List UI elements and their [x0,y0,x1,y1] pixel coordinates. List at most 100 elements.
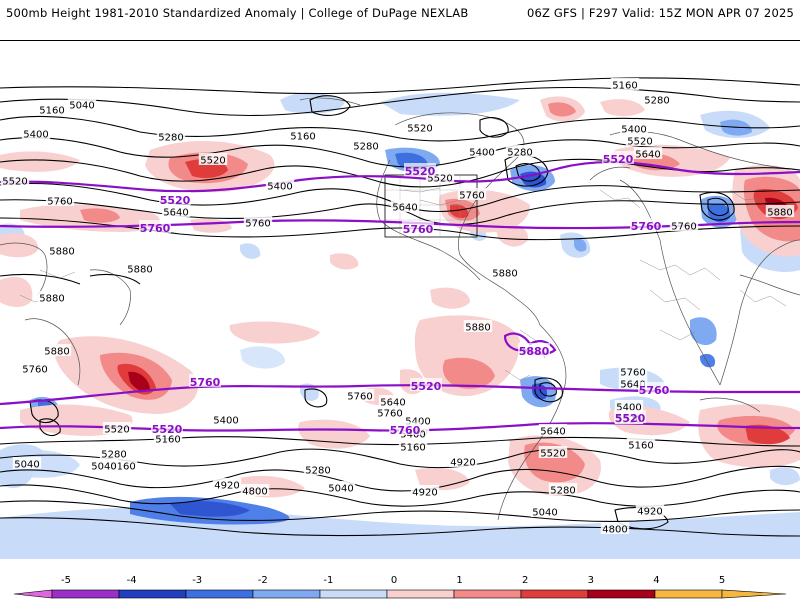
contour-label: 5040 [328,484,353,495]
colorbar-tick-label: 0 [391,575,397,586]
purple-label-layer: 5520 5760 5520 5760 5520 5760 5880 5760 5520 5760… [139,151,670,437]
contour-label-bg [326,481,356,493]
colorbar-tick-label: -4 [127,575,137,586]
contour-label: 5760 [245,219,270,230]
contour-label-bg [102,422,132,434]
contour-label: 4800 [602,525,627,536]
contour-label: 5880 [49,247,74,258]
contour-label: 5040 [14,460,39,471]
contour-label-bg [626,438,656,450]
contour-label: 5520 [540,449,565,460]
contour-label: 5880 [127,265,152,276]
contour-label: 5760 [671,222,696,233]
contour-label: 5520 [627,137,652,148]
contour-label-bg [457,188,487,200]
contour-label-bg [410,485,440,497]
contour-label: 5280 [101,450,126,461]
contour-label-bg [378,395,408,407]
purple-contour-label-bg [402,221,434,234]
contour-label-bg [156,130,186,142]
contour-label: 5760 [377,409,402,420]
purple-contour-label: 5760 [631,220,662,233]
contour-label: 4920 [412,488,437,499]
contour-label: 5880 [492,269,517,280]
colorbar-tick-label: 5 [719,575,725,586]
contour-label-bg [633,147,663,159]
colorbar-legend: -5 -4 -3 -2 -1 0 1 2 3 4 5 [13,575,787,599]
contour-label: 5400 [23,130,48,141]
contour-label: 5040 [532,508,557,519]
contour-label: 5040 [91,462,116,473]
negative-anomaly-shading [0,92,800,559]
contour-label: 5640 [392,203,417,214]
colorbar [13,589,787,599]
contour-label-bg [669,219,699,231]
colorbar-segment [654,589,723,599]
contour-label-bg [125,262,155,274]
contour-label-bg [618,365,648,377]
contour-label: 5160 [628,441,653,452]
contour-label: 5760 [620,368,645,379]
colorbar-segment [453,589,522,599]
contour-label: 5640 [620,380,645,391]
contour-label: 5880 [44,347,69,358]
colorbar-segment [51,589,120,599]
contour-label-bg [614,400,644,412]
colorbar-max-arrow [721,589,787,599]
contour-label-bg [548,483,578,495]
contour-label: 5520 [104,425,129,436]
contour-label-bg [619,122,649,134]
contour-label-bg [390,200,420,212]
contour-label-bg [505,145,535,157]
colorbar-segment [520,589,589,599]
contour-label-bg [67,98,97,110]
contour-label: 5760 [22,365,47,376]
contour-label: 5160 [400,443,425,454]
colorbar-segment [319,589,388,599]
contour-label: 5520 [407,124,432,135]
colorbar-tick-label: 2 [522,575,528,586]
contour-label: 5760 [347,392,372,403]
contour-label: 4920 [450,458,475,469]
contour-label-bg [161,205,191,217]
contour-label-bg [351,139,381,151]
contour-label-bg [265,179,295,191]
contour-label: 5400 [616,403,641,414]
purple-contour-label-bg [630,218,662,231]
contour-label-bg [642,93,672,105]
colorbar-tick-label: -2 [258,575,268,586]
purple-contour-label-bg [159,192,191,205]
model-run-info: 06Z GFS | F297 Valid: 15Z MON APR 07 202… [526,6,794,20]
contour-label-bg [42,344,72,356]
contour-label-bg [538,446,568,458]
purple-contour-label: 5520 [615,412,646,425]
colorbar-segment [386,589,455,599]
contour-label: 5640 [540,427,565,438]
contour-label-bg [448,455,478,467]
contour-label-bg [765,205,795,217]
contour-label-bg [625,134,655,146]
contour-label: 5640 [163,208,188,219]
contour-label: 5280 [550,486,575,497]
contour-label: 5160 [612,81,637,92]
contour-label: 5640 [380,398,405,409]
contour-label-bg [153,432,183,444]
contour-label-bg [635,504,665,516]
purple-contour-label: 5760 [390,424,421,437]
contour-label: 5280 [353,142,378,153]
contour-label: 5520 [200,156,225,167]
contour-label-bg [0,174,30,186]
contour-label: 5760 [459,191,484,202]
contour-label-bg [467,145,497,157]
purple-contour-label-bg [614,410,646,423]
contour-label: 5160 [39,106,64,117]
purple-contour-label: 5520 [152,423,183,436]
contour-label: 4800 [242,487,267,498]
contour-label: 5880 [39,294,64,305]
purple-contour-label-bg [151,421,183,434]
purple-contour-label: 5520 [603,153,634,166]
contour-label: 5880 [767,208,792,219]
contour-label: 5160 [110,462,135,473]
contour-label-bg [47,244,77,256]
